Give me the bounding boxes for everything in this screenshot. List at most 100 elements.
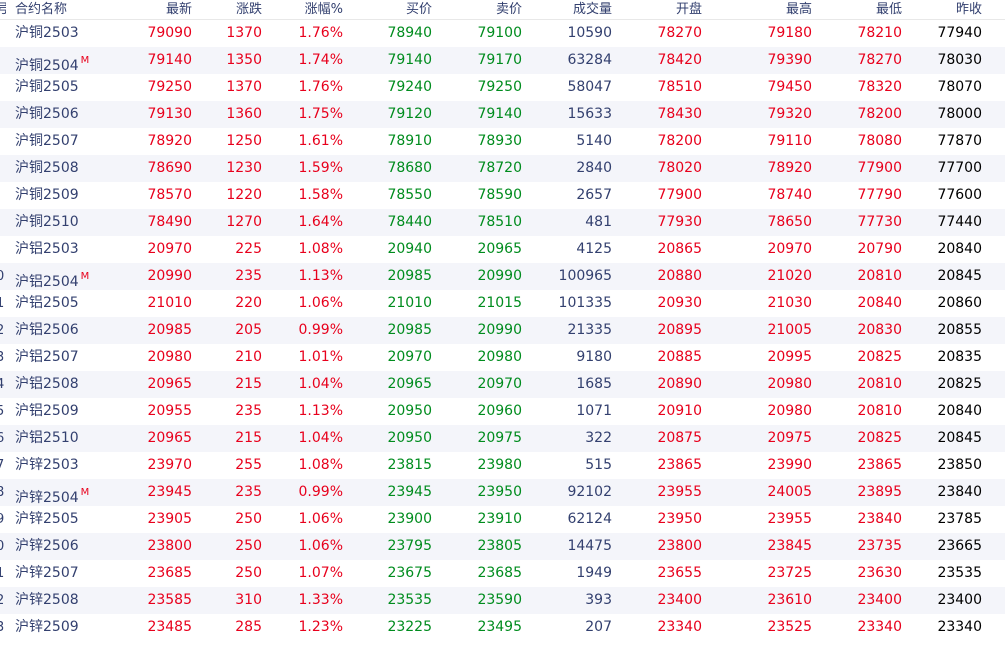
cell-prev-close: 77600: [937, 187, 982, 203]
cell-ask: 20975: [477, 430, 522, 446]
cell-contract-name[interactable]: 沪铜2506: [15, 101, 79, 128]
row-index: 3: [0, 350, 5, 365]
table-row[interactable]: 1 沪铝2505 21010 220 1.06% 21010 21015 101335 2093…: [0, 290, 1005, 317]
cell-contract-name[interactable]: 沪锌2507: [15, 560, 79, 587]
header-last[interactable]: 最新: [165, 2, 192, 17]
table-row[interactable]: 沪铜2503 79090 1370 1.76% 78940 79100 10590 78270…: [0, 20, 1005, 47]
cell-contract-name[interactable]: 沪铝2505: [15, 290, 79, 317]
header-ask[interactable]: 卖价: [495, 2, 522, 17]
cell-contract-name[interactable]: 沪铝2509: [15, 398, 79, 425]
table-row[interactable]: 4 沪铝2508 20965 215 1.04% 20965 20970 1685 20890 2…: [0, 371, 1005, 398]
cell-contract-name[interactable]: 沪锌2503: [15, 452, 79, 479]
cell-contract-name[interactable]: 沪锌2509: [15, 614, 79, 641]
table-row[interactable]: 6 沪铝2510 20965 215 1.04% 20950 20975 322 20875 20…: [0, 425, 1005, 452]
cell-contract-name[interactable]: 沪铜2505: [15, 74, 79, 101]
cell-bid: 23900: [387, 511, 432, 527]
cell-change: 1360: [226, 106, 262, 122]
contract-name-text: 沪铝2503: [15, 241, 79, 257]
cell-contract-name[interactable]: 沪铝2504 M: [15, 263, 89, 296]
table-row[interactable]: 沪铜2509 78570 1220 1.58% 78550 78590 2657 77900 7…: [0, 182, 1005, 209]
table-row[interactable]: 8 沪锌2504 M 23945 235 0.99% 23945 23950 92102 2395…: [0, 479, 1005, 506]
cell-ask: 20980: [477, 349, 522, 365]
table-row[interactable]: 0 沪锌2506 23800 250 1.06% 23795 23805 14475 23800…: [0, 533, 1005, 560]
table-row[interactable]: 沪铜2505 79250 1370 1.76% 79240 79250 58047 78510…: [0, 74, 1005, 101]
cell-contract-name[interactable]: 沪铝2510: [15, 425, 79, 452]
header-change-pct[interactable]: 涨幅%: [304, 2, 343, 17]
header-low[interactable]: 最低: [875, 2, 902, 17]
table-row[interactable]: 3 沪锌2509 23485 285 1.23% 23225 23495 207 23340 23…: [0, 614, 1005, 641]
table-row[interactable]: 沪铜2507 78920 1250 1.61% 78910 78930 5140 78200 7…: [0, 128, 1005, 155]
cell-ask: 20990: [477, 322, 522, 338]
contract-name-text: 沪铝2510: [15, 430, 79, 446]
cell-last: 20985: [147, 322, 192, 338]
cell-change: 1270: [226, 214, 262, 230]
header-index[interactable]: 号: [0, 0, 6, 19]
cell-contract-name[interactable]: 沪锌2504 M: [15, 479, 89, 512]
cell-prev-close: 23535: [937, 565, 982, 581]
cell-contract-name[interactable]: 沪铜2510: [15, 209, 79, 236]
cell-contract-name[interactable]: 沪铝2503: [15, 236, 79, 263]
contract-name-text: 沪铜2508: [15, 160, 79, 176]
cell-change: 1220: [226, 187, 262, 203]
cell-contract-name[interactable]: 沪铝2507: [15, 344, 79, 371]
cell-high: 20970: [767, 241, 812, 257]
cell-contract-name[interactable]: 沪铜2508: [15, 155, 79, 182]
cell-low: 23735: [857, 538, 902, 554]
cell-last: 23485: [147, 619, 192, 635]
cell-contract-name[interactable]: 沪铜2507: [15, 128, 79, 155]
cell-volume: 101335: [558, 295, 612, 311]
header-prev-close[interactable]: 昨收: [955, 2, 982, 17]
table-row[interactable]: 5 沪铝2509 20955 235 1.13% 20950 20960 1071 20910 2…: [0, 398, 1005, 425]
table-row[interactable]: 2 沪锌2508 23585 310 1.33% 23535 23590 393 23400 23…: [0, 587, 1005, 614]
cell-change-pct: 1.75%: [298, 106, 343, 122]
header-bid[interactable]: 买价: [405, 2, 432, 17]
cell-bid: 78680: [387, 160, 432, 176]
cell-change-pct: 1.07%: [298, 565, 343, 581]
cell-open: 78420: [657, 52, 702, 68]
cell-open: 20910: [657, 403, 702, 419]
cell-high: 79450: [767, 79, 812, 95]
cell-change-pct: 1.61%: [298, 133, 343, 149]
cell-prev-close: 20825: [937, 376, 982, 392]
header-name[interactable]: 合约名称: [15, 2, 68, 17]
table-row[interactable]: 9 沪锌2505 23905 250 1.06% 23900 23910 62124 23950…: [0, 506, 1005, 533]
table-row[interactable]: 2 沪铝2506 20985 205 0.99% 20985 20990 21335 20895…: [0, 317, 1005, 344]
header-open[interactable]: 开盘: [675, 2, 702, 17]
header-change[interactable]: 涨跌: [235, 2, 262, 17]
cell-contract-name[interactable]: 沪锌2506: [15, 533, 79, 560]
cell-high: 21005: [767, 322, 812, 338]
cell-change: 250: [235, 538, 262, 554]
cell-contract-name[interactable]: 沪铜2503: [15, 20, 79, 47]
cell-contract-name[interactable]: 沪铝2508: [15, 371, 79, 398]
cell-low: 23340: [857, 619, 902, 635]
header-high[interactable]: 最高: [785, 2, 812, 17]
cell-low: 77900: [857, 160, 902, 176]
cell-low: 77790: [857, 187, 902, 203]
table-row[interactable]: 7 沪锌2503 23970 255 1.08% 23815 23980 515 23865 23…: [0, 452, 1005, 479]
cell-volume: 58047: [567, 79, 612, 95]
cell-last: 79090: [147, 25, 192, 41]
cell-contract-name[interactable]: 沪锌2508: [15, 587, 79, 614]
cell-contract-name[interactable]: 沪锌2505: [15, 506, 79, 533]
table-row[interactable]: 沪铜2510 78490 1270 1.64% 78440 78510 481 77930 78…: [0, 209, 1005, 236]
main-contract-badge: M: [80, 55, 90, 66]
table-row[interactable]: 3 沪铝2507 20980 210 1.01% 20970 20980 9180 20885 2…: [0, 344, 1005, 371]
table-row[interactable]: 沪铜2506 79130 1360 1.75% 79120 79140 15633 78430…: [0, 101, 1005, 128]
contract-name-text: 沪铜2510: [15, 214, 79, 230]
cell-contract-name[interactable]: 沪铜2504 M: [15, 47, 89, 80]
cell-bid: 78440: [387, 214, 432, 230]
cell-bid: 23675: [387, 565, 432, 581]
cell-contract-name[interactable]: 沪铝2506: [15, 317, 79, 344]
header-volume[interactable]: 成交量: [572, 2, 612, 17]
table-row[interactable]: 沪铝2503 20970 225 1.08% 20940 20965 4125 20865 20…: [0, 236, 1005, 263]
table-row[interactable]: 0 沪铝2504 M 20990 235 1.13% 20985 20990 100965 208…: [0, 263, 1005, 290]
cell-open: 20875: [657, 430, 702, 446]
cell-ask: 23495: [477, 619, 522, 635]
table-row[interactable]: 1 沪锌2507 23685 250 1.07% 23675 23685 1949 23655 2…: [0, 560, 1005, 587]
table-row[interactable]: 沪铜2508 78690 1230 1.59% 78680 78720 2840 78020 7…: [0, 155, 1005, 182]
contract-name-text: 沪铝2506: [15, 322, 79, 338]
table-row[interactable]: 沪铜2504 M 79140 1350 1.74% 79140 79170 63284 7842…: [0, 47, 1005, 74]
cell-last: 20965: [147, 376, 192, 392]
cell-change-pct: 1.76%: [298, 79, 343, 95]
cell-contract-name[interactable]: 沪铜2509: [15, 182, 79, 209]
